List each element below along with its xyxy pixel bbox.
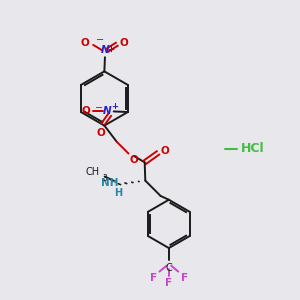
- Text: F: F: [150, 273, 157, 284]
- Text: −: −: [95, 35, 104, 46]
- Text: O: O: [96, 128, 105, 138]
- Text: F: F: [181, 273, 188, 284]
- Text: O: O: [120, 38, 129, 47]
- Text: NH: NH: [101, 178, 118, 188]
- Text: C: C: [166, 263, 172, 273]
- Text: 3: 3: [102, 174, 107, 183]
- Text: HCl: HCl: [241, 142, 265, 155]
- Text: N: N: [100, 46, 109, 56]
- Text: N: N: [103, 106, 112, 116]
- Text: O: O: [130, 155, 138, 165]
- Text: CH: CH: [86, 167, 100, 177]
- Text: −: −: [95, 103, 104, 112]
- Text: +: +: [107, 45, 114, 54]
- Text: F: F: [165, 278, 172, 288]
- Text: +: +: [111, 102, 118, 111]
- Text: H: H: [114, 188, 122, 198]
- Text: O: O: [160, 146, 169, 156]
- Text: O: O: [81, 38, 90, 48]
- Text: O: O: [82, 106, 90, 116]
